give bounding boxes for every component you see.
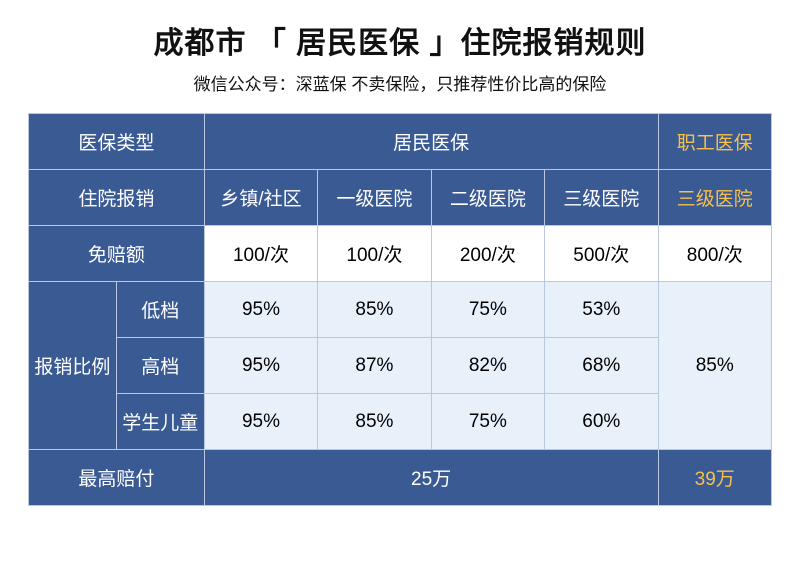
- cell-ratio: 85%: [318, 394, 431, 450]
- cell-ratio: 75%: [431, 282, 544, 338]
- table-row: 住院报销 乡镇/社区 一级医院 二级医院 三级医院 三级医院: [29, 170, 772, 226]
- page-subtitle: 微信公众号：深蓝保 不卖保险，只推荐性价比高的保险: [28, 70, 772, 95]
- table-row: 免赔额 100/次 100/次 200/次 500/次 800/次: [29, 226, 772, 282]
- cell-deductible: 800/次: [658, 226, 772, 282]
- cell-deductible: 500/次: [545, 226, 658, 282]
- table-row: 报销比例 低档 95% 85% 75% 53% 85%: [29, 282, 772, 338]
- cell-deductible-label: 免赔额: [29, 226, 205, 282]
- cell-ratio: 53%: [545, 282, 658, 338]
- cell-resident-insurance: 居民医保: [204, 114, 658, 170]
- cell-ratio: 68%: [545, 338, 658, 394]
- cell-ratio: 82%: [431, 338, 544, 394]
- cell-ratio: 95%: [204, 338, 317, 394]
- cell-ratio-employee: 85%: [658, 282, 772, 450]
- cell-ratio-label: 报销比例: [29, 282, 117, 450]
- cell-hospital-level: 一级医院: [318, 170, 431, 226]
- table-row: 医保类型 居民医保 职工医保: [29, 114, 772, 170]
- cell-hospital-level: 三级医院: [545, 170, 658, 226]
- cell-maxpay-resident: 25万: [204, 450, 658, 506]
- cell-ratio: 60%: [545, 394, 658, 450]
- cell-hospital-level: 二级医院: [431, 170, 544, 226]
- cell-ratio: 95%: [204, 394, 317, 450]
- cell-deductible: 100/次: [204, 226, 317, 282]
- cell-hospitalization-label: 住院报销: [29, 170, 205, 226]
- cell-ratio: 87%: [318, 338, 431, 394]
- cell-deductible: 200/次: [431, 226, 544, 282]
- cell-deductible: 100/次: [318, 226, 431, 282]
- page-title: 成都市 「 居民医保 」住院报销规则: [28, 18, 772, 62]
- cell-hospital-level: 三级医院: [658, 170, 772, 226]
- cell-ratio: 85%: [318, 282, 431, 338]
- cell-maxpay-employee: 39万: [658, 450, 772, 506]
- cell-maxpay-label: 最高赔付: [29, 450, 205, 506]
- reimbursement-table: 医保类型 居民医保 职工医保 住院报销 乡镇/社区 一级医院 二级医院 三级医院…: [28, 113, 772, 506]
- cell-tier-label: 低档: [116, 282, 204, 338]
- cell-ratio: 95%: [204, 282, 317, 338]
- cell-ratio: 75%: [431, 394, 544, 450]
- cell-employee-insurance: 职工医保: [658, 114, 772, 170]
- cell-tier-label: 高档: [116, 338, 204, 394]
- table-row: 最高赔付 25万 39万: [29, 450, 772, 506]
- cell-insurance-type-label: 医保类型: [29, 114, 205, 170]
- cell-tier-label: 学生儿童: [116, 394, 204, 450]
- cell-hospital-level: 乡镇/社区: [204, 170, 317, 226]
